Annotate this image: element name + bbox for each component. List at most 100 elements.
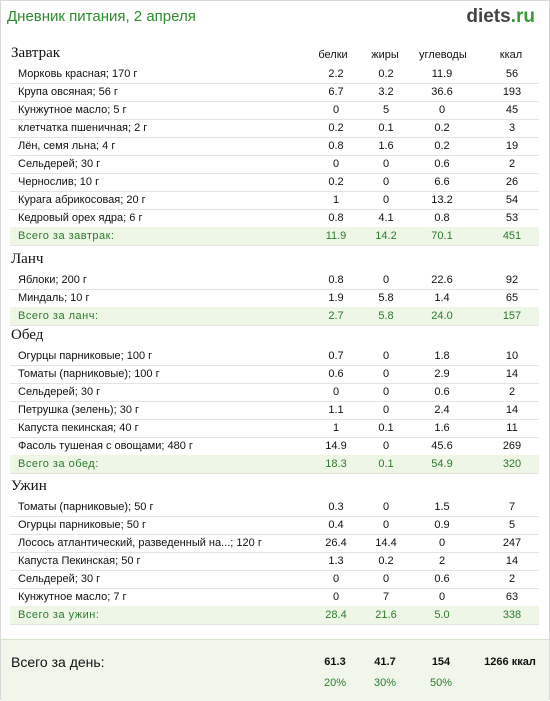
value-protein: 2.7	[328, 310, 344, 322]
food-name: Кунжутное масло; 5 г	[18, 104, 127, 116]
value-kcal: 14	[505, 555, 519, 567]
day-protein: 61.3	[324, 656, 346, 668]
section-total-row: Всего за обед: 18.3 0.1 54.9 320	[10, 455, 539, 474]
food-row[interactable]: Морковь красная; 170 г 2.2 0.2 11.9 56	[10, 65, 539, 84]
food-row[interactable]: Миндаль; 10 г 1.9 5.8 1.4 65	[10, 289, 539, 308]
food-name: Чернослив; 10 г	[18, 176, 100, 188]
value-fat: 0	[382, 404, 390, 416]
value-carbs: 2.4	[434, 404, 450, 416]
value-protein: 0	[332, 386, 340, 398]
food-row[interactable]: Кунжутное масло; 7 г 0 7 0 63	[10, 588, 539, 607]
food-row[interactable]: Огурцы парниковые; 100 г 0.7 0 1.8 10	[10, 347, 539, 366]
value-carbs: 0	[438, 537, 446, 549]
food-name: Фасоль тушеная с овощами; 480 г	[18, 440, 193, 452]
value-fat: 0	[382, 368, 390, 380]
value-carbs: 1.5	[434, 501, 450, 513]
day-fat-pct: 30%	[373, 677, 397, 689]
value-fat: 1.6	[378, 140, 394, 152]
food-row[interactable]: Кедровый орех ядра; 6 г 0.8 4.1 0.8 53	[10, 209, 539, 228]
section-total-row: Всего за завтрак: 11.9 14.2 70.1 451	[10, 227, 539, 246]
value-fat: 0	[382, 386, 390, 398]
food-row[interactable]: Лосось атлантический, разведенный на...;…	[10, 534, 539, 553]
value-protein: 0.8	[328, 212, 344, 224]
value-protein: 0.8	[328, 140, 344, 152]
food-row[interactable]: Яблоки; 200 г 0.8 0 22.6 92	[10, 271, 539, 290]
value-carbs: 0.9	[434, 519, 450, 531]
food-name: Лосось атлантический, разведенный на...;…	[18, 537, 262, 549]
food-row[interactable]: Огурцы парниковые; 50 г 0.4 0 0.9 5	[10, 516, 539, 535]
value-carbs: 0.2	[434, 122, 450, 134]
value-protein: 11.9	[325, 230, 347, 242]
value-kcal: 3	[508, 122, 516, 134]
food-name: Сельдерей; 30 г	[18, 573, 101, 585]
value-fat: 3.2	[378, 86, 394, 98]
value-fat: 0.1	[378, 422, 394, 434]
value-carbs: 0	[438, 591, 446, 603]
food-row[interactable]: Сельдерей; 30 г 0 0 0.6 2	[10, 383, 539, 402]
food-row[interactable]: Томаты (парниковые); 50 г 0.3 0 1.5 7	[10, 498, 539, 517]
site-logo[interactable]: diets.ru	[466, 6, 535, 28]
value-protein: 0.3	[328, 501, 344, 513]
value-fat: 21.6	[375, 609, 397, 621]
food-name: Сельдерей; 30 г	[18, 158, 101, 170]
food-name: Миндаль; 10 г	[18, 292, 90, 304]
food-row[interactable]: Лён, семя льна; 4 г 0.8 1.6 0.2 19	[10, 137, 539, 156]
food-name: Морковь красная; 170 г	[18, 68, 138, 80]
value-fat: 14.4	[375, 537, 397, 549]
food-name: Томаты (парниковые); 50 г	[18, 501, 154, 513]
value-kcal: 7	[508, 501, 516, 513]
value-protein: 6.7	[328, 86, 344, 98]
food-row[interactable]: Сельдерей; 30 г 0 0 0.6 2	[10, 570, 539, 589]
food-row[interactable]: Чернослив; 10 г 0.2 0 6.6 26	[10, 173, 539, 192]
food-name: Сельдерей; 30 г	[18, 386, 101, 398]
day-fat: 41.7	[374, 656, 396, 668]
value-fat: 0	[382, 194, 390, 206]
value-fat: 5.8	[378, 310, 394, 322]
day-total: Всего за день: 61.3 41.7 154 1266 ккал 2…	[1, 639, 549, 701]
food-name: Кунжутное масло; 7 г	[18, 591, 127, 603]
value-carbs: 1.6	[434, 422, 450, 434]
value-kcal: 451	[502, 230, 522, 242]
food-row[interactable]: Кунжутное масло; 5 г 0 5 0 45	[10, 101, 539, 120]
food-row[interactable]: Курага абрикосовая; 20 г 1 0 13.2 54	[10, 191, 539, 210]
food-row[interactable]: Фасоль тушеная с овощами; 480 г 14.9 0 45.6…	[10, 437, 539, 456]
value-protein: 1.9	[328, 292, 344, 304]
food-row[interactable]: Петрушка (зелень); 30 г 1.1 0 2.4 14	[10, 401, 539, 420]
value-carbs: 0.6	[434, 158, 450, 170]
total-label: Всего за обед:	[18, 458, 99, 470]
food-row[interactable]: Сельдерей; 30 г 0 0 0.6 2	[10, 155, 539, 174]
food-row[interactable]: Капуста пекинская; 40 г 1 0.1 1.6 11	[10, 419, 539, 438]
food-row[interactable]: Крупа овсяная; 56 г 6.7 3.2 36.6 193	[10, 83, 539, 102]
section-total-row: Всего за ужин: 28.4 21.6 5.0 338	[10, 606, 539, 625]
value-kcal: 338	[502, 609, 522, 621]
food-name: Капуста пекинская; 40 г	[18, 422, 139, 434]
value-kcal: 14	[505, 404, 519, 416]
food-name: Огурцы парниковые; 100 г	[18, 350, 153, 362]
value-carbs: 2	[438, 555, 446, 567]
value-protein: 0.7	[328, 350, 344, 362]
column-header-carbs: углеводы	[419, 49, 467, 61]
day-kcal: 1266 ккал	[484, 656, 536, 668]
value-kcal: 19	[505, 140, 519, 152]
total-label: Всего за ужин:	[18, 609, 100, 621]
value-protein: 0.2	[328, 122, 344, 134]
food-row[interactable]: Капуста Пекинская; 50 г 1.3 0.2 2 14	[10, 552, 539, 571]
value-protein: 28.4	[325, 609, 347, 621]
value-kcal: 10	[505, 350, 519, 362]
value-carbs: 1.4	[434, 292, 450, 304]
value-carbs: 11.9	[431, 68, 453, 80]
value-protein: 0.8	[328, 274, 344, 286]
food-row[interactable]: клетчатка пшеничная; 2 г 0.2 0.1 0.2 3	[10, 119, 539, 138]
value-protein: 0.4	[328, 519, 344, 531]
value-kcal: 56	[505, 68, 519, 80]
total-label: Всего за ланч:	[18, 310, 99, 322]
day-protein-pct: 20%	[323, 677, 347, 689]
value-carbs: 54.9	[431, 458, 453, 470]
value-carbs: 0.8	[434, 212, 450, 224]
value-carbs: 13.2	[431, 194, 453, 206]
food-row[interactable]: Томаты (парниковые); 100 г 0.6 0 2.9 14	[10, 365, 539, 384]
value-kcal: 54	[505, 194, 519, 206]
value-fat: 0	[382, 176, 390, 188]
value-fat: 0	[382, 501, 390, 513]
